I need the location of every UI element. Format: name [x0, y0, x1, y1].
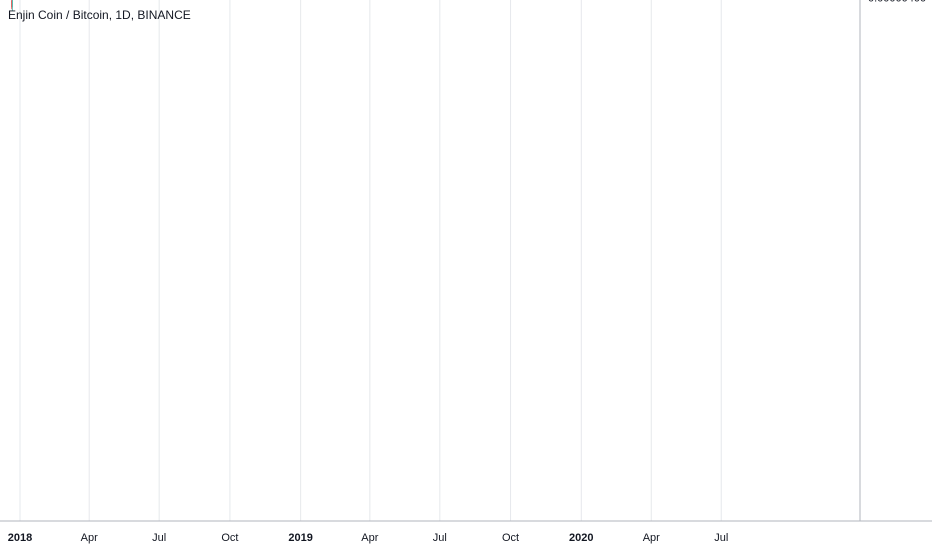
x-tick-label: Oct — [502, 532, 519, 544]
x-tick-label: 2020 — [569, 532, 593, 544]
x-tick-label: Apr — [81, 532, 98, 544]
x-tick-label: Jul — [152, 532, 166, 544]
grid-layer — [19, 0, 722, 521]
candlestick — [11, 0, 12, 10]
y-tick-label: 0.00000400 — [868, 0, 926, 5]
x-tick-label: Jul — [433, 532, 447, 544]
x-tick-label: Apr — [643, 532, 660, 544]
chart-title: Enjin Coin / Bitcoin, 1D, BINANCE — [8, 8, 191, 22]
candle-body — [11, 0, 12, 8]
x-tick-label: Jul — [714, 532, 728, 544]
x-tick-label: 2019 — [288, 532, 312, 544]
x-tick-label: 2018 — [8, 532, 32, 544]
x-tick-label: Oct — [221, 532, 238, 544]
x-tick-label: Apr — [361, 532, 378, 544]
candle-body — [11, 0, 13, 8]
candlestick — [11, 0, 13, 11]
candles-layer — [11, 0, 13, 11]
